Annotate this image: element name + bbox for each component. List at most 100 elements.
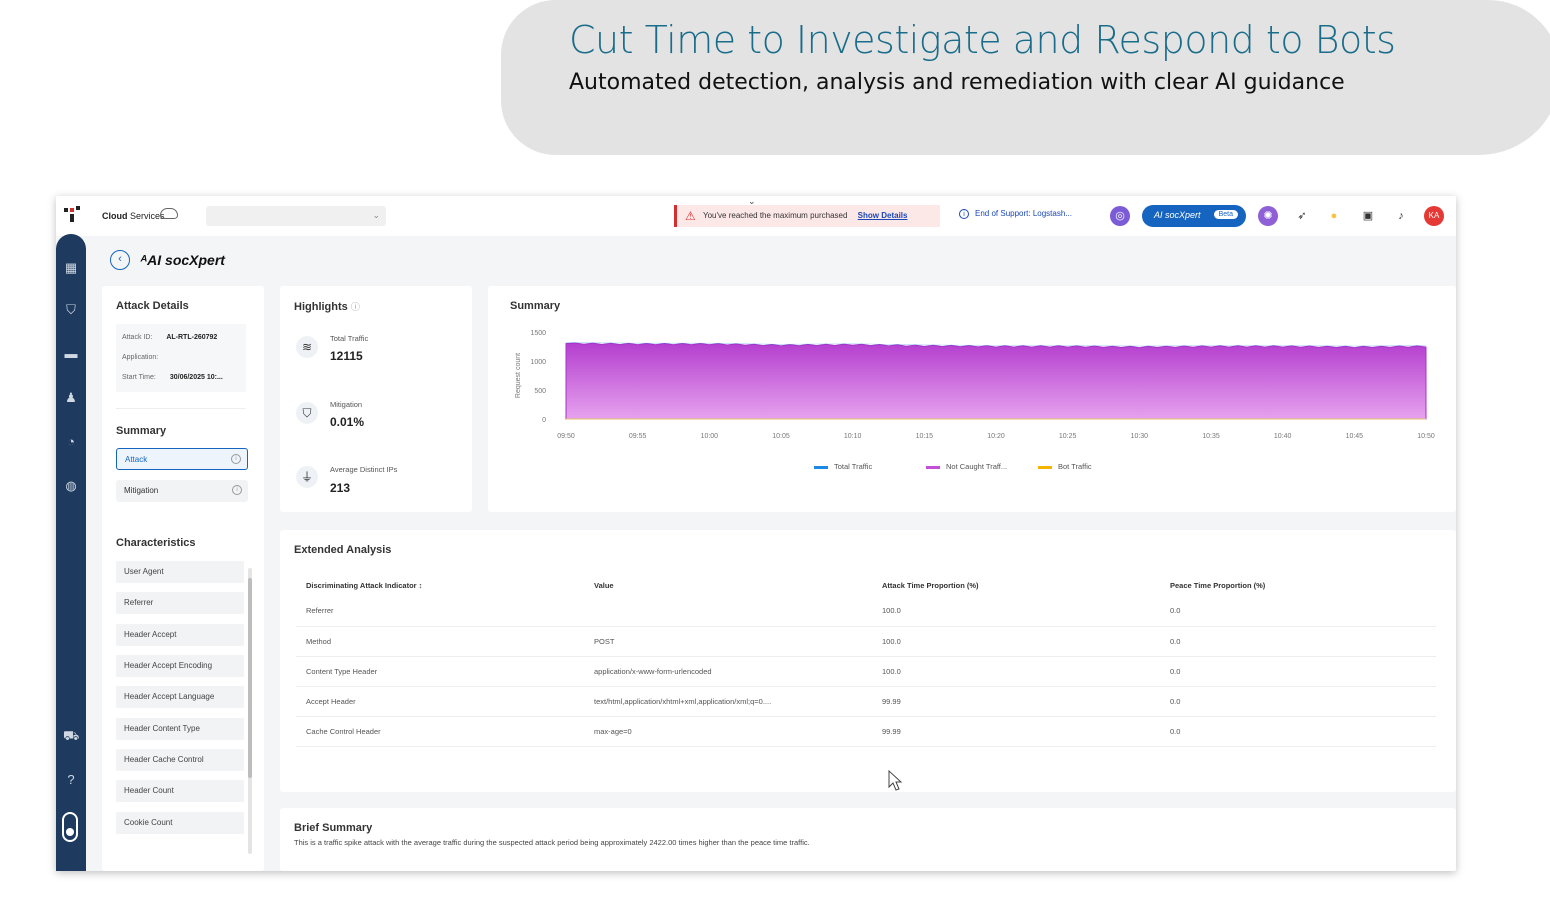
hero-banner: Cut Time to Investigate and Respond to B… bbox=[501, 0, 1550, 155]
ai-socxpert-toggle[interactable]: AI socXpert Beta bbox=[1142, 205, 1246, 227]
top-bar: Cloud Services ⌄ ⌄ ⚠ You've reached the … bbox=[56, 196, 1456, 236]
legend-bot-traffic[interactable]: Bot Traffic bbox=[1038, 462, 1092, 471]
table-row: Accept Header text/html,application/xhtml… bbox=[296, 686, 1436, 717]
brief-summary-heading: Brief Summary bbox=[294, 822, 373, 834]
x-tick-label: 10:40 bbox=[1274, 433, 1292, 440]
table-header-row: Discriminating Attack Indicator ↕ Value … bbox=[296, 574, 1436, 596]
mitigation-value: 0.01% bbox=[330, 415, 365, 429]
banner-subtitle: Automated detection, analysis and remedi… bbox=[569, 70, 1345, 95]
characteristic-item[interactable]: Header Accept Encoding bbox=[116, 655, 244, 677]
summary-chart: Request count 1500 1000 500 0 09:50 09:55 10:00… bbox=[515, 330, 1435, 440]
account-selector[interactable]: ⌄ bbox=[206, 206, 386, 226]
ai-assist-icon[interactable]: ✺ bbox=[1258, 206, 1278, 226]
legend-total-traffic[interactable]: Total Traffic bbox=[814, 462, 872, 471]
end-of-support-notice[interactable]: i End of Support: Logstash... bbox=[959, 209, 1072, 219]
wifi-icon: ≋ bbox=[296, 336, 318, 358]
warning-icon: ⚠ bbox=[685, 209, 696, 223]
attack-details-box bbox=[116, 324, 246, 392]
chart-title: Summary bbox=[510, 300, 561, 312]
characteristic-item[interactable]: Header Accept bbox=[116, 624, 244, 646]
y-tick-label: 500 bbox=[534, 388, 546, 395]
characteristic-item[interactable]: Header Accept Language bbox=[116, 686, 244, 708]
start-time: Start Time: 30/06/2025 10:... bbox=[122, 374, 223, 381]
x-tick-label: 10:45 bbox=[1346, 433, 1364, 440]
back-button[interactable]: ‹ bbox=[110, 250, 130, 270]
page-title: ᴬAI socXpert bbox=[140, 252, 225, 268]
show-details-link[interactable]: Show Details bbox=[857, 211, 908, 220]
y-axis-label: Request count bbox=[515, 353, 522, 398]
info-icon: i bbox=[232, 485, 242, 495]
distinct-ips-value: 213 bbox=[330, 481, 351, 495]
beta-badge: Beta bbox=[1213, 210, 1238, 219]
characteristic-item[interactable]: Header Cache Control bbox=[116, 749, 244, 771]
brand-name: Cloud Services bbox=[102, 211, 165, 221]
total-traffic-value: 12115 bbox=[330, 349, 363, 363]
extended-analysis-heading: Extended Analysis bbox=[294, 544, 392, 556]
document-icon[interactable]: ▣ bbox=[1362, 210, 1374, 222]
help-icon[interactable]: ? bbox=[67, 772, 75, 787]
highlights-card: Highlights ⓘ ≋ Total Traffic 12115 ⛉ Mit… bbox=[280, 286, 472, 512]
divider bbox=[116, 408, 246, 409]
summary-item-mitigation[interactable]: Mitigation i bbox=[116, 480, 248, 502]
shield-icon: ⛉ bbox=[296, 402, 318, 424]
banner-title: Cut Time to Investigate and Respond to B… bbox=[569, 18, 1396, 62]
characteristic-item[interactable]: Header Count bbox=[116, 780, 244, 802]
mouse-cursor-icon bbox=[888, 770, 903, 791]
info-icon: ⓘ bbox=[350, 302, 360, 312]
x-tick-label: 10:15 bbox=[916, 433, 934, 440]
extended-analysis-table: Discriminating Attack Indicator ↕ Value … bbox=[296, 574, 1436, 747]
characteristic-item[interactable]: Header Content Type bbox=[116, 718, 244, 740]
antenna-icon: ⏚ bbox=[296, 466, 318, 488]
table-row: Cache Control Header max-age=0 99.99 0.0 bbox=[296, 716, 1436, 747]
cart-icon[interactable]: ⛟ bbox=[63, 728, 80, 743]
bell-icon[interactable]: ♪ bbox=[1398, 210, 1404, 222]
highlights-heading: Highlights ⓘ bbox=[294, 301, 360, 313]
column-header[interactable]: Discriminating Attack Indicator ↕ bbox=[306, 580, 423, 590]
x-tick-label: 10:20 bbox=[987, 433, 1005, 440]
y-tick-label: 0 bbox=[542, 417, 546, 424]
assistant-icon[interactable]: ◎ bbox=[1110, 206, 1130, 226]
left-panel: Attack Details Attack ID: AL-RTL-260792 A… bbox=[102, 286, 264, 871]
table-row: Content Type Header application/x-www-for… bbox=[296, 656, 1436, 687]
x-tick-label: 10:50 bbox=[1417, 433, 1435, 440]
security-search-icon[interactable]: ◔ bbox=[67, 434, 75, 449]
column-header: Value bbox=[594, 580, 614, 590]
user-avatar[interactable]: KA bbox=[1424, 206, 1444, 226]
x-tick-label: 09:50 bbox=[557, 433, 575, 440]
table-row: Method POST 100.0 0.0 bbox=[296, 626, 1436, 657]
app-logo-icon[interactable] bbox=[64, 206, 82, 222]
x-tick-label: 10:35 bbox=[1202, 433, 1220, 440]
shield-icon[interactable]: ⛉ bbox=[66, 302, 76, 317]
characteristics-heading: Characteristics bbox=[116, 537, 196, 549]
rocket-icon[interactable]: ➶ bbox=[1297, 210, 1307, 222]
characteristic-item[interactable]: User Agent bbox=[116, 561, 244, 583]
total-traffic-label: Total Traffic bbox=[330, 334, 369, 343]
y-tick-label: 1000 bbox=[530, 359, 546, 366]
extended-analysis-card: Extended Analysis Discriminating Attack … bbox=[280, 530, 1456, 792]
attack-details-heading: Attack Details bbox=[116, 300, 189, 312]
briefcase-icon[interactable]: ▬ bbox=[64, 346, 78, 361]
x-tick-label: 10:05 bbox=[772, 433, 790, 440]
characteristic-item[interactable]: Cookie Count bbox=[116, 812, 244, 834]
chevron-down-icon[interactable]: ⌄ bbox=[748, 196, 756, 206]
series-total-traffic-line bbox=[565, 342, 1427, 347]
distinct-ips-label: Average Distinct IPs bbox=[330, 465, 398, 474]
dashboard-icon[interactable]: ▦ bbox=[64, 260, 78, 275]
lightbulb-icon[interactable]: ● bbox=[1330, 210, 1338, 222]
mitigation-label: Mitigation bbox=[330, 400, 363, 409]
brief-summary-card: Brief Summary This is a traffic spike at… bbox=[280, 808, 1456, 871]
theme-toggle[interactable] bbox=[62, 812, 78, 842]
legend-not-caught-traffic[interactable]: Not Caught Traff... bbox=[926, 462, 1007, 471]
characteristic-item[interactable]: Referrer bbox=[116, 592, 244, 614]
app-window: Cloud Services ⌄ ⌄ ⚠ You've reached the … bbox=[56, 196, 1456, 871]
scrollbar-thumb[interactable] bbox=[248, 578, 252, 778]
column-header: Peace Time Proportion (%) bbox=[1170, 580, 1266, 590]
user-icon[interactable]: ♟ bbox=[65, 390, 77, 405]
info-icon: i bbox=[231, 454, 241, 464]
license-alert: ⚠ You've reached the maximum purchased S… bbox=[674, 205, 940, 227]
summary-item-attack[interactable]: Attack i bbox=[116, 448, 248, 470]
globe-icon[interactable]: ◍ bbox=[65, 478, 77, 493]
application: Application: bbox=[122, 354, 159, 361]
column-header: Attack Time Proportion (%) bbox=[882, 580, 979, 590]
x-tick-label: 10:30 bbox=[1131, 433, 1149, 440]
